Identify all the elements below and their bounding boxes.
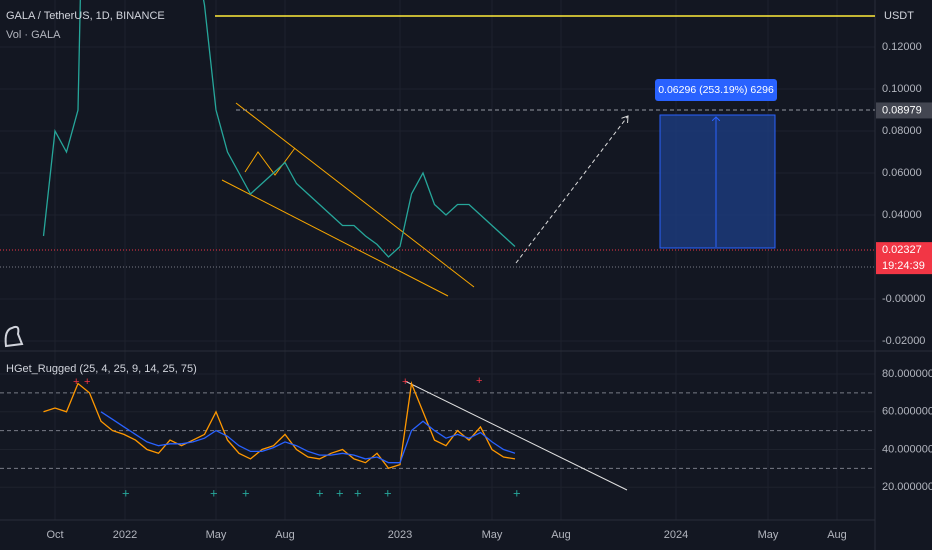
x-tick-label: May: [482, 529, 503, 541]
indicator-title: HGet_Rugged (25, 4, 25, 9, 14, 25, 75): [6, 363, 197, 375]
x-tick-label: May: [206, 529, 227, 541]
x-tick-label: May: [758, 529, 779, 541]
sell-marker: +: [84, 376, 90, 388]
countdown: 19:24:39: [882, 260, 925, 272]
drawings: [0, 15, 875, 297]
buy-marker: +: [316, 485, 324, 500]
logo: [4, 325, 24, 348]
target-label: 0.08979: [882, 104, 922, 116]
volume-title: Vol · GALA: [6, 29, 61, 41]
x-tick-label: Aug: [827, 529, 847, 541]
markers: + + + +: [73, 375, 482, 388]
channel-lower: [221, 179, 449, 297]
symbol-title: GALA / TetherUS, 1D, BINANCE: [6, 10, 165, 22]
y-tick-label: 60.000000: [882, 406, 932, 418]
y-tick-label: 0.04000: [882, 209, 922, 221]
x-tick-label: 2023: [388, 529, 412, 541]
price-line: [42, 0, 516, 258]
indicator-line-group: [43, 381, 516, 470]
buy-marker: +: [354, 485, 362, 500]
currency: USDT: [884, 10, 914, 22]
y-tick-label: 0.08000: [882, 125, 922, 137]
x-tick-label: Aug: [275, 529, 295, 541]
projection-label-bg: [655, 79, 777, 101]
buy-marker: +: [210, 485, 218, 500]
projection-box: [659, 114, 776, 249]
x-tick-label: Aug: [551, 529, 571, 541]
x-tick-label: 2022: [113, 529, 137, 541]
indicator-line: [100, 411, 516, 464]
sell-marker: +: [73, 376, 79, 388]
indicator-line-group: [100, 411, 516, 464]
buy-marker: +: [242, 485, 250, 500]
sell-marker: +: [476, 375, 482, 387]
channel-upper: [235, 102, 475, 288]
projection-label: 0.06296 (253.19%) 6296: [658, 84, 774, 96]
y-tick-label: 40.000000: [882, 443, 932, 455]
y-tick-label: 0.06000: [882, 167, 922, 179]
y-tick-label: 0.12000: [882, 41, 922, 53]
last-price-label: 0.02327: [882, 244, 922, 256]
y-tick-label: 0.10000: [882, 83, 922, 95]
price-line-group: [42, 0, 516, 258]
sell-marker: +: [402, 376, 408, 388]
projection-arrow: [515, 116, 628, 264]
indicator-drawings: + + + + + + + + + + + +: [73, 375, 628, 500]
buy-marker: +: [384, 485, 392, 500]
last-price-bg: [876, 242, 932, 275]
y-tick-label: 20.000000: [882, 481, 932, 493]
y-tick-label: 80.000000: [882, 368, 932, 380]
y-tick-label: -0.00000: [882, 293, 925, 305]
x-tick-label: 2024: [664, 529, 688, 541]
buy-marker: +: [336, 485, 344, 500]
y-tick-label: -0.02000: [882, 335, 925, 347]
buy-marker: +: [513, 485, 521, 500]
trend-line: [404, 380, 628, 491]
buy-markers: + + + + + + + +: [122, 485, 521, 500]
target-bg: [876, 102, 932, 119]
buy-marker: +: [122, 485, 130, 500]
axes: Oct 2022 May Aug 2023 May Aug 2024 May Aug 0.12000…: [46, 41, 932, 541]
indicator-line: [43, 381, 516, 470]
x-tick-label: Oct: [46, 529, 63, 541]
pattern: [244, 147, 296, 176]
plot: [42, 0, 516, 470]
